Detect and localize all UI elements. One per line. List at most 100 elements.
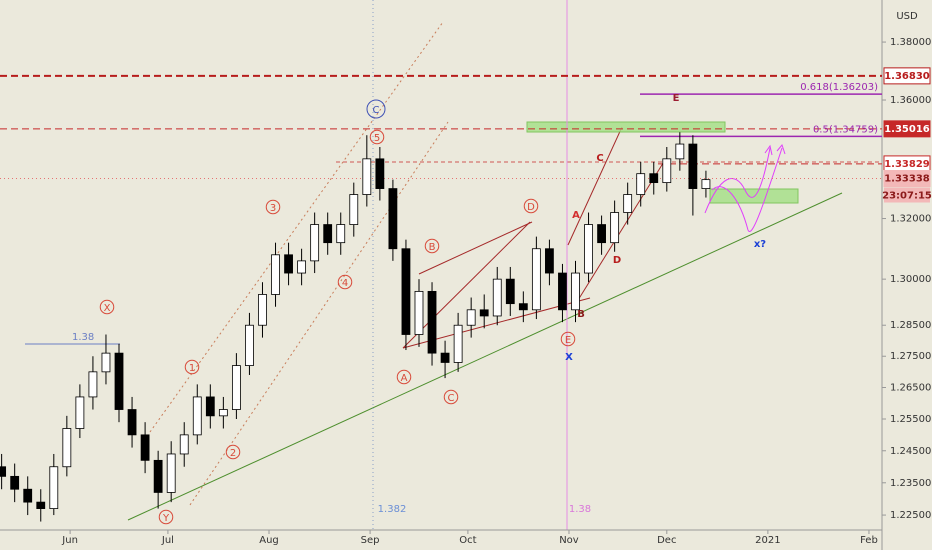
wave-label: E <box>673 93 680 104</box>
wave-circle <box>369 129 385 145</box>
y-tick-label: 1.36000 <box>890 95 931 106</box>
candle-body <box>205 396 215 417</box>
vline-label: 1.382 <box>378 504 407 515</box>
price-tag <box>883 120 931 138</box>
candle-body <box>349 194 359 225</box>
candle-body <box>323 224 333 244</box>
candle-body <box>623 194 633 213</box>
countdown-tag <box>884 187 930 203</box>
price-tag <box>883 67 931 85</box>
x-tick-label: Jul <box>161 535 174 546</box>
wave-label: B <box>577 309 585 320</box>
candle-body <box>610 212 620 244</box>
wave-label: 2 <box>230 448 236 459</box>
candle-body <box>662 158 672 184</box>
ref-label: 1.38 <box>72 332 94 343</box>
x-tick-label: Sep <box>361 535 380 546</box>
candle-body <box>649 173 659 184</box>
candle-body <box>36 501 46 509</box>
candle-body <box>336 224 346 244</box>
candle-body <box>166 453 176 493</box>
candle-body <box>414 290 424 335</box>
wave-circle <box>99 299 115 315</box>
candle-body <box>427 290 437 354</box>
wave-circle <box>396 369 412 385</box>
x-tick-label: Nov <box>559 535 579 546</box>
wave-label: 1 <box>189 363 195 374</box>
candle-body <box>153 459 163 493</box>
countdown: 23:07:15 <box>882 191 932 202</box>
wave-label: A <box>401 373 408 384</box>
y-tick-label: 1.27500 <box>890 351 931 362</box>
vline-label: 1.38 <box>569 504 591 515</box>
y-tick-label: 1.23500 <box>890 478 931 489</box>
channel-line <box>418 221 533 275</box>
candle-body <box>688 143 698 189</box>
arrow-head <box>764 144 773 156</box>
x-tick-label: 2021 <box>755 535 780 546</box>
wave-label: C <box>373 105 380 116</box>
wave-label: X <box>565 352 573 363</box>
wave-circle <box>424 238 440 254</box>
price-tag-label: 1.35016 <box>884 124 930 135</box>
wave-circle <box>366 99 386 119</box>
wave-circle <box>158 509 174 525</box>
wave-circle <box>184 359 200 375</box>
price-tag <box>883 170 931 188</box>
candle-body <box>297 260 307 274</box>
wave-label: A <box>572 210 580 221</box>
candle-body <box>284 254 293 274</box>
channel-line <box>574 159 666 306</box>
candle-body <box>518 303 528 311</box>
y-tick-label: 1.28500 <box>890 320 931 331</box>
channel-line <box>149 21 444 433</box>
wave-label: E <box>565 335 571 346</box>
y-tick-label: 1.24500 <box>890 446 931 457</box>
candle-body <box>310 224 320 262</box>
candle-body <box>114 352 124 410</box>
wave-label: C <box>448 393 455 404</box>
wave-label: B <box>429 242 436 253</box>
price-tag-label: 1.33338 <box>884 174 930 185</box>
candle-body <box>245 324 254 366</box>
candle-body <box>375 158 385 189</box>
channel-line <box>567 126 623 246</box>
candle-body <box>0 466 7 477</box>
wave-label: x? <box>754 239 766 250</box>
x-tick-label: Dec <box>657 535 676 546</box>
y-tick-label: 1.38000 <box>890 37 931 48</box>
candle-body <box>258 294 267 326</box>
fib-label: 0.5(1.34759) <box>813 124 878 135</box>
x-tick-label: Feb <box>860 535 878 546</box>
trendline <box>127 192 843 521</box>
candle-body <box>192 396 202 436</box>
candle-body <box>558 272 567 311</box>
candle-body <box>127 409 137 436</box>
wave-label: Y <box>162 513 170 524</box>
wave-circle <box>560 331 576 347</box>
wave-circle <box>443 389 459 405</box>
channel-line <box>402 221 531 349</box>
price-tag-label: 1.36830 <box>884 71 930 82</box>
candle-body <box>388 188 398 250</box>
wave-label: 5 <box>374 133 380 144</box>
wave-label: D <box>527 202 535 213</box>
candle-body <box>23 488 33 503</box>
wave-label: D <box>613 255 621 266</box>
candle-body <box>531 248 541 311</box>
candle-body <box>505 278 515 305</box>
x-tick-label: Aug <box>259 535 279 546</box>
wave-label: C <box>596 153 603 164</box>
arrow-head <box>776 143 786 155</box>
wave-label: X <box>104 303 111 314</box>
candle-body <box>453 324 463 363</box>
candle-body <box>545 248 554 274</box>
candle-body <box>140 434 150 461</box>
path-arrow <box>704 147 771 214</box>
y-tick-label: 1.25500 <box>890 414 931 425</box>
candle-body <box>62 428 72 468</box>
candle-body <box>10 475 20 490</box>
candle-body <box>466 309 476 326</box>
candle-body <box>218 409 228 417</box>
